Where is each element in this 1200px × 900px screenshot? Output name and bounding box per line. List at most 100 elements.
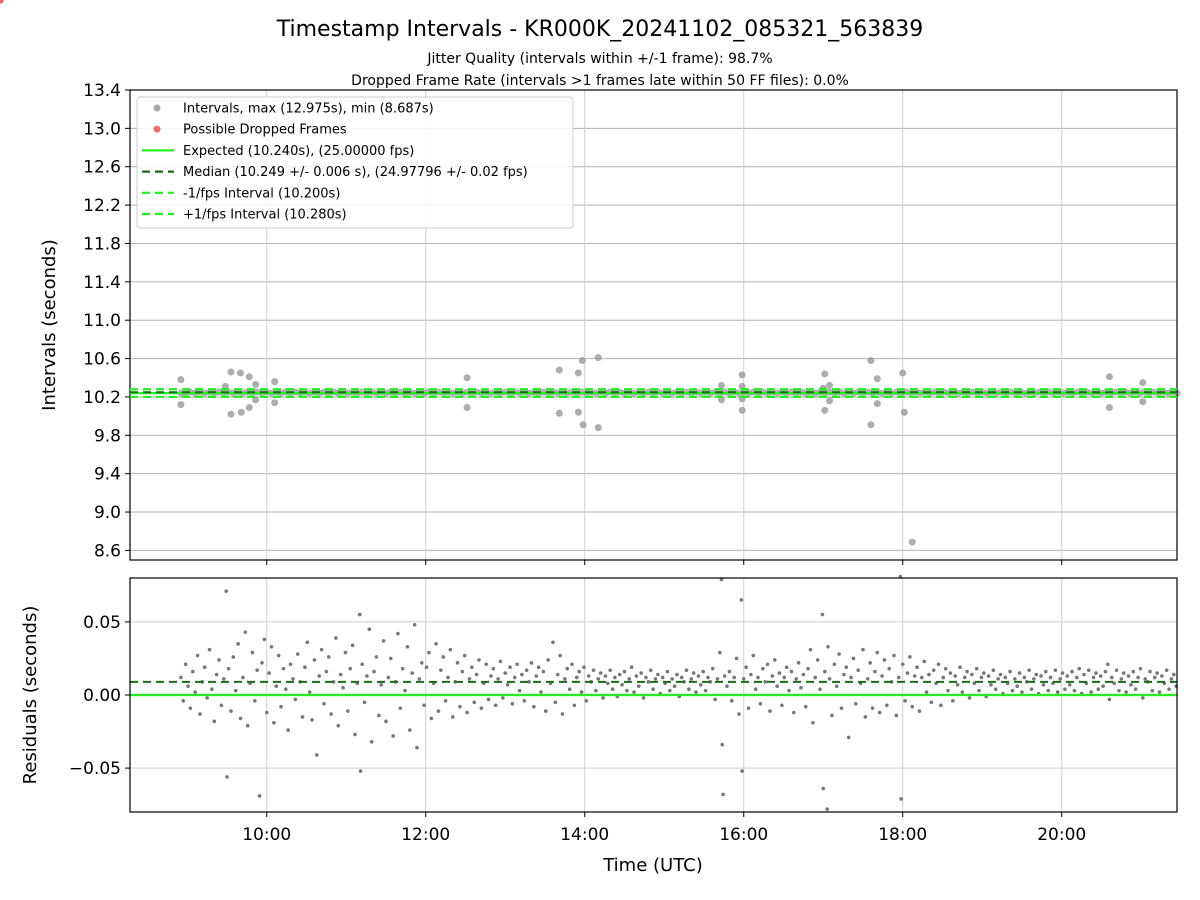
residual-point: [799, 685, 803, 690]
residual-point: [274, 684, 279, 689]
residual-point: [620, 682, 624, 687]
residual-point: [224, 589, 228, 593]
interval-point: [579, 421, 587, 429]
residual-point: [1065, 674, 1070, 678]
residual-point: [842, 672, 846, 677]
interval-point: [574, 408, 582, 416]
residual-point: [291, 677, 295, 681]
residual-point: [379, 682, 384, 687]
residual-point: [491, 666, 496, 671]
interval-point: [826, 397, 834, 405]
residual-point: [718, 650, 722, 655]
residual-point: [927, 672, 931, 677]
residual-point: [696, 674, 701, 678]
legend-label: Median (10.249 +/- 0.006 s), (24.97796 +…: [183, 165, 528, 180]
residuals-y-tick-label: 0.05: [83, 613, 121, 633]
residual-point: [660, 675, 665, 680]
residual-point: [1119, 677, 1124, 681]
residual-point: [1131, 669, 1136, 674]
residual-point: [941, 675, 946, 680]
residual-point: [212, 719, 217, 724]
residual-point: [439, 668, 443, 672]
x-tick-label: 18:00: [878, 825, 927, 845]
residual-point: [644, 675, 648, 680]
residual-point: [484, 662, 488, 667]
residual-point: [391, 734, 395, 738]
x-tick-label: 16:00: [719, 825, 768, 845]
residual-point: [979, 675, 984, 680]
residual-point: [1048, 675, 1053, 680]
residual-point: [732, 675, 736, 680]
residual-point: [751, 653, 756, 658]
residual-point: [641, 696, 646, 700]
residual-point: [722, 674, 727, 678]
residual-point: [710, 666, 715, 671]
residual-point: [727, 669, 732, 674]
interval-point: [821, 406, 829, 414]
residual-point: [524, 668, 529, 672]
residual-point: [948, 671, 953, 675]
residual-point: [257, 794, 262, 798]
residual-point: [989, 682, 993, 687]
residual-point: [789, 669, 794, 674]
interval-point: [1139, 379, 1147, 387]
residual-point: [1160, 674, 1164, 678]
residual-point: [837, 652, 841, 656]
residual-point: [434, 642, 438, 646]
residual-point: [508, 665, 512, 670]
residual-point: [460, 669, 465, 674]
residual-point: [541, 669, 546, 674]
residual-point: [191, 669, 195, 674]
residual-point: [510, 701, 515, 706]
residual-point: [870, 706, 875, 710]
residual-point: [1027, 668, 1031, 672]
residual-point: [931, 668, 936, 672]
residual-point: [225, 775, 229, 779]
residual-point: [293, 697, 298, 702]
residual-point: [219, 703, 224, 708]
residual-point: [520, 672, 524, 677]
residual-point: [207, 647, 212, 652]
residual-point: [334, 636, 338, 640]
residual-point: [217, 658, 221, 662]
residual-point: [515, 662, 519, 667]
residual-point: [617, 672, 622, 677]
intervals-y-tick-label: 9.0: [94, 503, 121, 523]
residual-point: [900, 662, 905, 667]
intervals-y-tick-label: 10.6: [83, 350, 121, 370]
residual-point: [823, 669, 827, 674]
residual-point: [1138, 666, 1143, 671]
residual-point: [1067, 682, 1072, 687]
intervals-reference-lines: [130, 388, 1177, 399]
interval-point: [717, 381, 725, 389]
intervals-y-tick-label: 13.4: [83, 81, 121, 101]
residual-point: [1010, 688, 1015, 693]
residual-point: [281, 666, 286, 671]
residual-point: [821, 786, 826, 791]
residual-point: [512, 675, 517, 680]
residual-point: [429, 716, 434, 721]
residual-point: [412, 623, 417, 627]
residual-point: [472, 700, 477, 705]
residual-point: [269, 644, 274, 649]
residual-point: [887, 666, 892, 671]
residual-point: [679, 675, 684, 680]
residual-point: [740, 769, 744, 773]
residual-point: [1129, 682, 1133, 687]
interval-point: [908, 538, 916, 546]
residual-point: [873, 669, 877, 674]
interval-point: [738, 371, 746, 379]
residual-point: [498, 659, 503, 664]
residual-point: [877, 710, 882, 715]
interval-point: [578, 356, 586, 364]
residual-point: [915, 665, 919, 670]
residual-point: [863, 715, 868, 719]
residual-point: [329, 712, 333, 716]
residual-point: [398, 706, 403, 710]
residual-point: [861, 647, 865, 652]
residual-point: [222, 677, 226, 681]
residual-point: [1089, 690, 1093, 694]
intervals-grid: [130, 89, 1177, 560]
residual-point: [670, 677, 674, 681]
residual-point: [1029, 687, 1034, 691]
